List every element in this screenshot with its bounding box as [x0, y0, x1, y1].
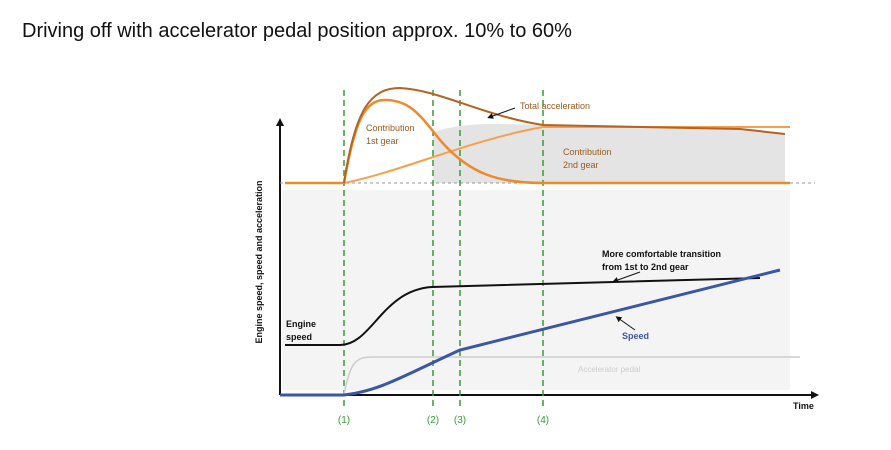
marker-lines: [343, 90, 544, 410]
engine-speed-curve: [285, 277, 761, 346]
label: speed: [286, 332, 312, 342]
contribution-2nd-curve: [343, 126, 790, 184]
label: Contribution: [366, 123, 415, 133]
label: from 1st to 2nd gear: [602, 262, 689, 272]
marker-labels: (1) (2) (3) (4): [338, 415, 549, 426]
speed-curve: [280, 268, 781, 397]
marker-label: (4): [537, 415, 549, 426]
total-acceleration-curve: [343, 86, 786, 184]
label: 1st gear: [366, 136, 399, 146]
pointer: [615, 316, 636, 331]
pointer: [612, 271, 641, 283]
label: Total acceleration: [520, 101, 590, 111]
label: Speed: [622, 331, 649, 341]
x-axis-label: Time: [793, 401, 814, 411]
label: More comfortable transition: [602, 249, 721, 259]
label: Accelerator pedal: [578, 365, 640, 374]
pedal-curve: [343, 356, 800, 396]
label: Engine: [286, 319, 316, 329]
marker-label: (1): [338, 415, 350, 426]
label: 2nd gear: [563, 160, 599, 170]
marker-label: (2): [427, 415, 439, 426]
title: Driving off with accelerator pedal posit…: [22, 20, 572, 42]
pointer: [487, 107, 516, 119]
y-axis-label: Engine speed, speed and acceleration: [254, 180, 264, 343]
marker-label: (3): [454, 415, 466, 426]
label: Contribution: [563, 147, 612, 157]
shaded-area: [433, 123, 785, 183]
